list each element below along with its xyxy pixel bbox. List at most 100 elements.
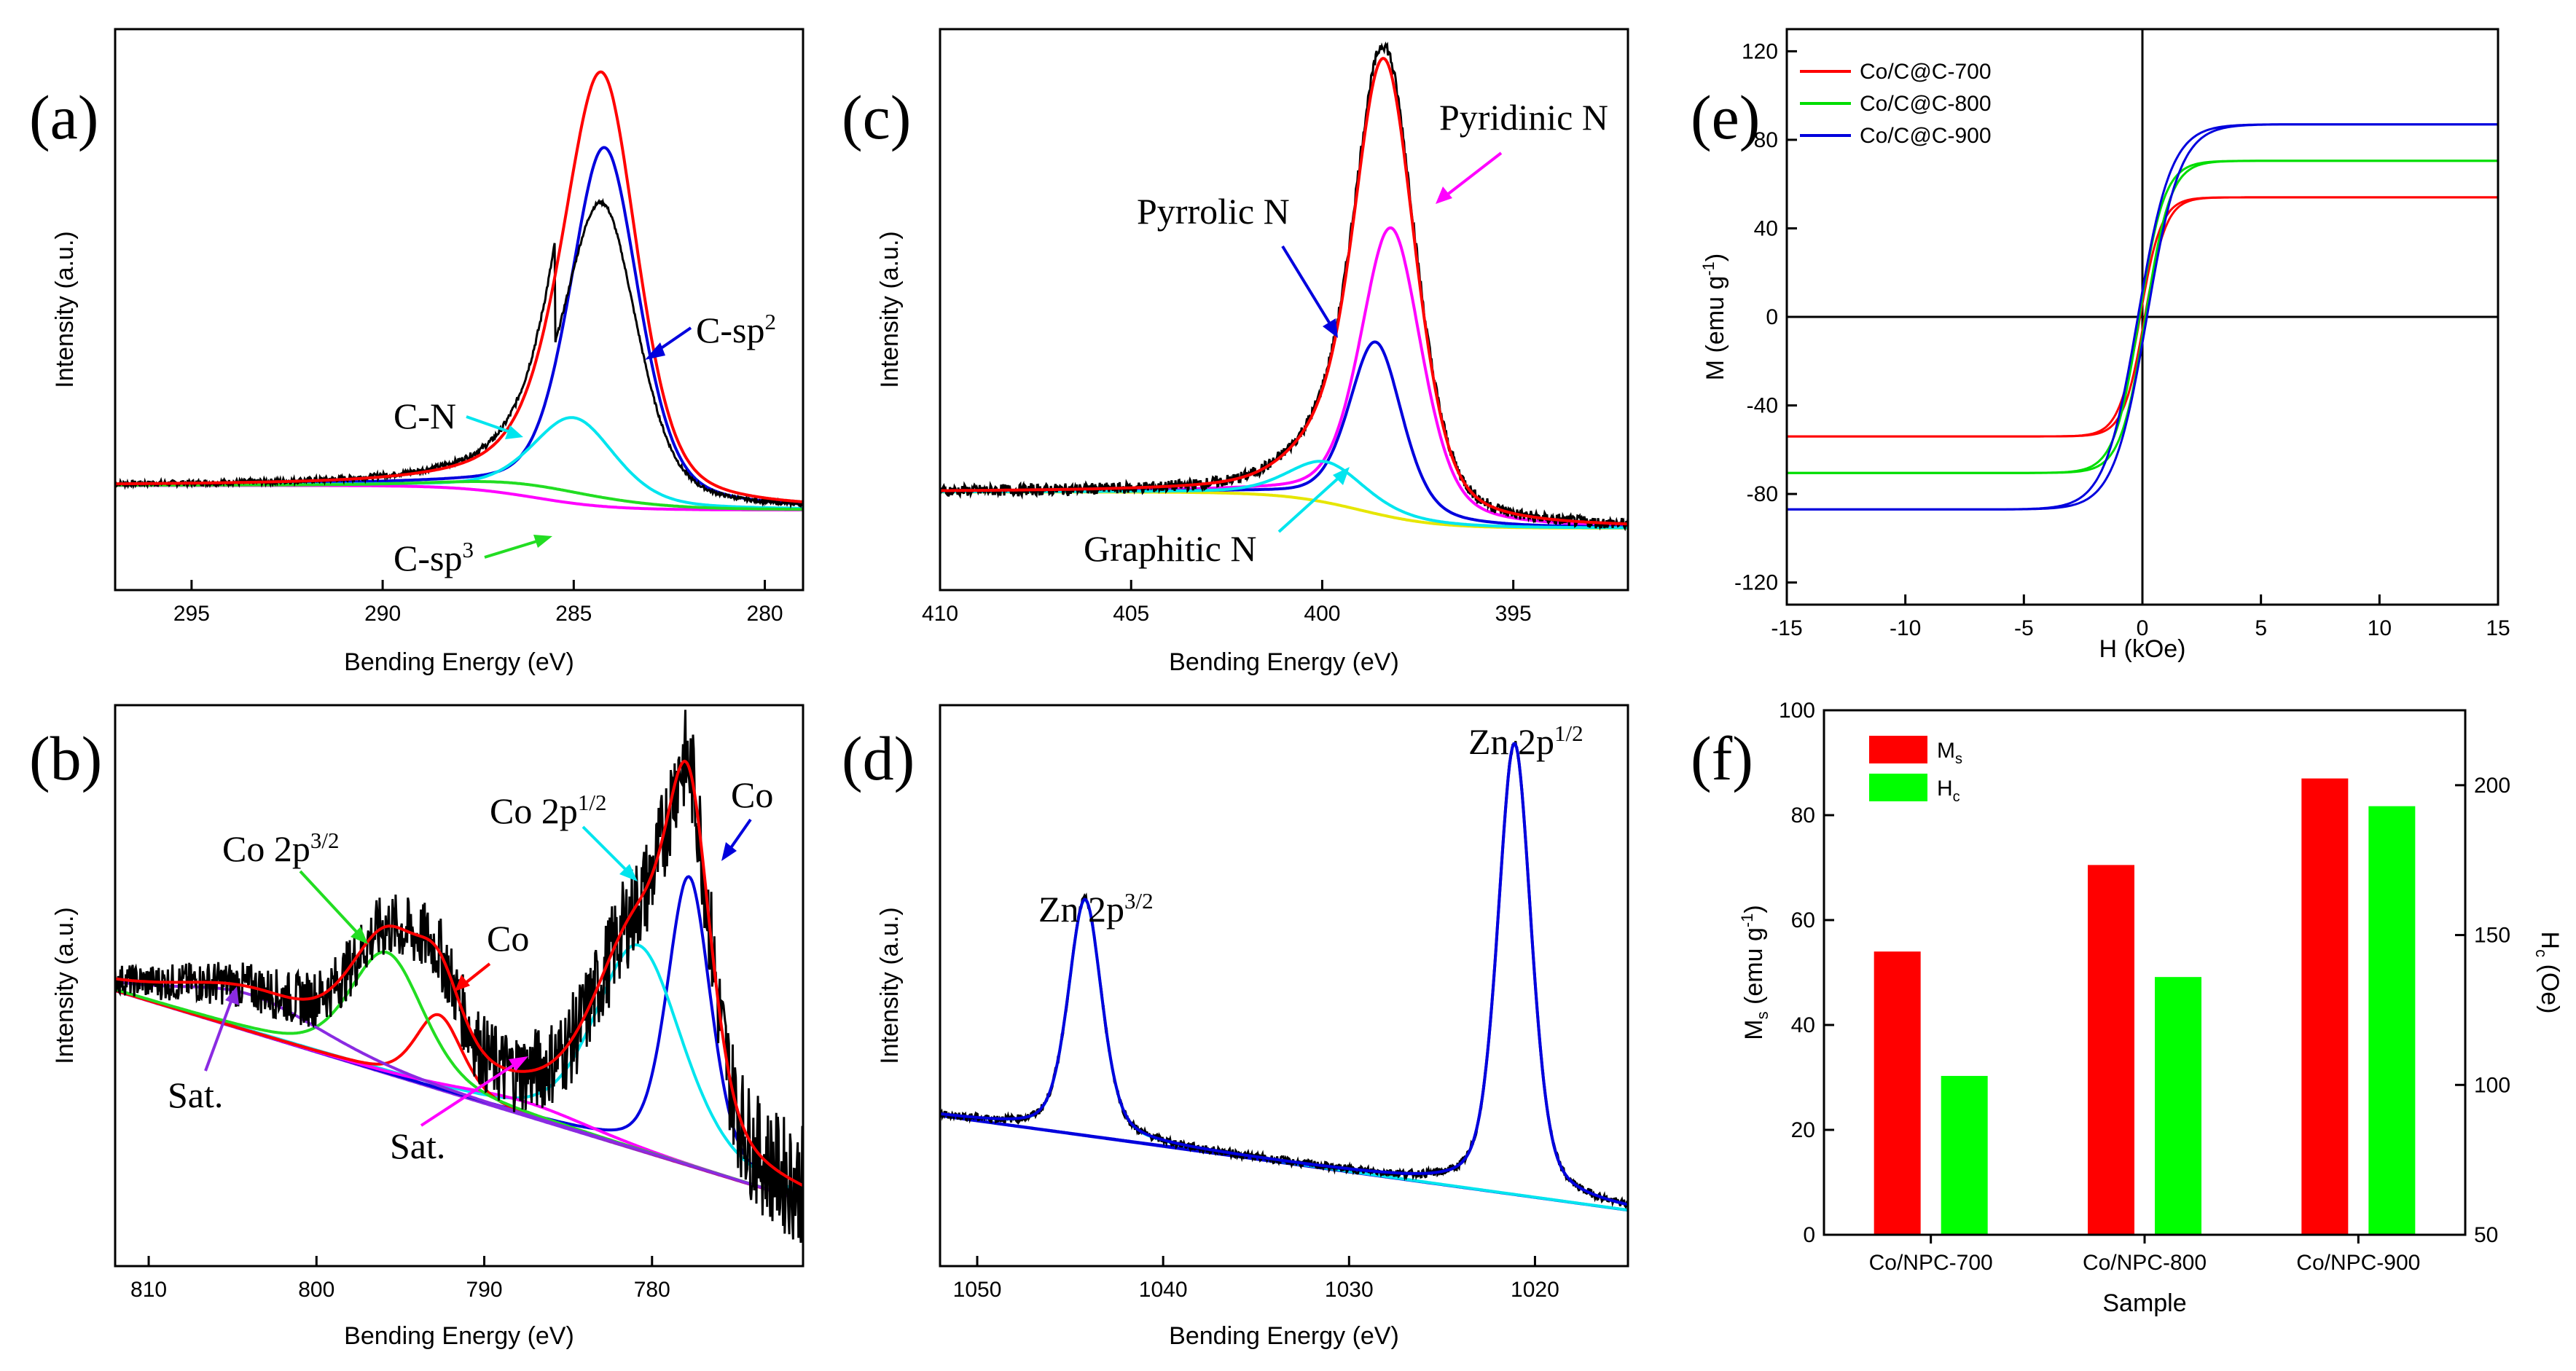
panel-c-raw-data [939, 42, 1629, 532]
legend-label-800: Co/C@C-800 [1860, 92, 1992, 116]
panel-b-xlabel: Bending Energy (eV) [344, 1322, 574, 1350]
panel-f-bars [1874, 778, 2416, 1235]
panel-a-raw-data [114, 197, 804, 509]
panel-c-ylabel: Intensity (a.u.) [876, 231, 904, 388]
panel-b-co12-label: Co 2p1/2 [490, 790, 606, 831]
panel-b-fit-envelope [114, 759, 804, 1187]
panel-a-xtick-label: 290 [364, 602, 401, 626]
panel-c-peak-pyridinic-n [940, 226, 1628, 527]
panel-d-xtick-label: 1030 [1325, 1278, 1374, 1302]
panel-b-frame [114, 704, 804, 1268]
panel-f-ytick-label: 60 [1791, 908, 1815, 932]
panel-c-pyridinic-arrow [1445, 152, 1503, 197]
panel-a-xtick-label: 295 [173, 602, 210, 626]
panel-b-co-label: Co [731, 774, 773, 815]
legend-swatch-hc [1869, 774, 1927, 801]
panel-a-label: (a) [29, 82, 98, 152]
panel-c: (c) 410 405 400 395 Bending Energy (eV) Int… [842, 28, 1629, 676]
panel-d-label: (d) [842, 723, 915, 793]
panel-a-xticks: 295 290 285 280 [173, 580, 783, 626]
panel-f-bar-hc-3 [2368, 806, 2416, 1235]
panel-c-xlabel: Bending Energy (eV) [1169, 648, 1399, 676]
panel-f-xticks: Co/NPC-700 Co/NPC-800 Co/NPC-900 [1869, 1235, 2420, 1275]
panel-f-label: (f) [1691, 723, 1753, 793]
panel-f-bar-hc-1 [1941, 1075, 1988, 1235]
panel-b-sat1-arrowhead [225, 986, 239, 1005]
panel-a-csp2-label: C-sp2 [696, 309, 776, 350]
panel-e-xtick-label: 15 [2486, 616, 2510, 640]
panel-d-peak-zn-2p3-2 [939, 897, 1629, 1211]
panel-c-label: (c) [842, 82, 911, 152]
panel-e-legend: Co/C@C-700 Co/C@C-800 Co/C@C-900 [1800, 60, 1992, 148]
panel-e-ytick-label: -80 [1747, 482, 1778, 506]
panel-f-y2tick-label: 200 [2474, 774, 2510, 798]
panel-f-yticks: 100 80 60 40 20 0 [1779, 699, 1834, 1247]
panel-d-fit-envelope [939, 742, 1629, 1206]
panel-b-curves [114, 710, 804, 1244]
panel-f-y2ticks: 200 150 100 50 [2455, 774, 2510, 1247]
panel-a-csp3-arrow [484, 539, 540, 559]
panel-e-loop-co-c-c-800-down [1787, 160, 2498, 474]
legend-label-700: Co/C@C-700 [1860, 60, 1992, 84]
panel-f-ytick-label: 100 [1779, 699, 1815, 723]
panel-a-csp3-arrowhead [533, 535, 552, 548]
panel-e-ytick-label: 120 [1742, 39, 1778, 63]
panel-c-pyrrolic-label: Pyrrolic N [1137, 191, 1290, 232]
panel-a-cn-label: C-N [394, 396, 456, 436]
panel-b-co-arrowhead [721, 842, 737, 861]
panel-f-ytick-label: 0 [1803, 1223, 1815, 1247]
panel-f-xtick-label: Co/NPC-800 [2083, 1251, 2207, 1275]
panel-b-xtick-label: 790 [466, 1278, 503, 1302]
panel-b-co32-arrow [299, 870, 359, 934]
panel-a-xlabel: Bending Energy (eV) [344, 648, 574, 676]
panel-f-y2tick-label: 100 [2474, 1073, 2510, 1097]
panel-d-xtick-label: 1040 [1139, 1278, 1188, 1302]
panel-c-curves [939, 42, 1629, 532]
panel-a-csp3-label: C-sp3 [394, 537, 474, 578]
panel-d-curves [939, 741, 1629, 1212]
panel-f-bar-ms-2 [2088, 865, 2134, 1235]
panel-a-cn-arrowhead [505, 425, 523, 439]
panel-e-xtick-label: -15 [1771, 616, 1802, 640]
panel-a-xtick-label: 280 [747, 602, 783, 626]
panel-f-y2label: Hc (Oe) [2532, 931, 2564, 1013]
panel-b-xtick-label: 800 [298, 1278, 334, 1302]
panel-f-y2tick-label: 50 [2474, 1223, 2498, 1247]
panel-f-bar-ms-1 [1874, 951, 1921, 1235]
panel-f: (f) Co/NPC-700 Co/NPC-800 Co/NPC-900 100 80… [1691, 699, 2564, 1317]
panel-e-yticks: 120 80 40 0 -40 -80 -120 [1734, 39, 1797, 595]
panel-a-csp2-arrowhead [645, 342, 665, 360]
panel-e-grid [1787, 29, 2498, 605]
panel-c-background-line [940, 490, 1628, 530]
panel-e-ylabel: M (emu g-1) [1699, 254, 1729, 380]
panel-f-bar-ms-3 [2301, 778, 2349, 1235]
panel-d-ylabel: Intensity (a.u.) [876, 907, 904, 1064]
panel-d-xlabel: Bending Energy (eV) [1169, 1322, 1399, 1350]
panel-f-y2tick-label: 150 [2474, 924, 2510, 948]
panel-c-graphitic-arrowhead [1333, 467, 1350, 485]
panel-e-ytick-label: -120 [1734, 571, 1778, 595]
panel-b-xtick-label: 810 [130, 1278, 167, 1302]
panel-a-frame [114, 28, 804, 592]
panel-c-xtick-label: 405 [1113, 602, 1149, 626]
panel-b-co-arrow [727, 818, 752, 852]
panel-b-ylabel: Intensity (a.u.) [51, 907, 79, 1064]
panel-b-label: (b) [29, 723, 102, 793]
panel-c-graphitic-label: Graphitic N [1084, 528, 1256, 569]
panel-b-raw-data [114, 710, 804, 1244]
panel-c-fit-envelope [940, 56, 1628, 526]
panel-d-xtick-label: 1050 [953, 1278, 1002, 1302]
panel-b-sat1-label: Sat. [168, 1075, 223, 1115]
panel-b-sat1-arrow [204, 999, 233, 1072]
panel-e: (e) -15 -10 -5 0 5 10 15 120 80 40 0 -40 -80 -120 H … [1691, 28, 2510, 663]
panel-c-pyridinic-label: Pyridinic N [1439, 97, 1608, 138]
panel-e-xlabel: H (kOe) [2099, 635, 2186, 663]
panel-e-ytick-label: 80 [1754, 128, 1778, 152]
panel-d-xtick-label: 1020 [1511, 1278, 1559, 1302]
panel-d-zn32-label: Zn 2p3/2 [1038, 888, 1154, 930]
panel-c-pyrrolic-arrow [1281, 245, 1332, 326]
panel-e-xtick-label: 0 [2137, 616, 2149, 640]
panel-c-peak-pyrrolic-n [940, 340, 1629, 529]
panel-e-label: (e) [1691, 82, 1760, 152]
